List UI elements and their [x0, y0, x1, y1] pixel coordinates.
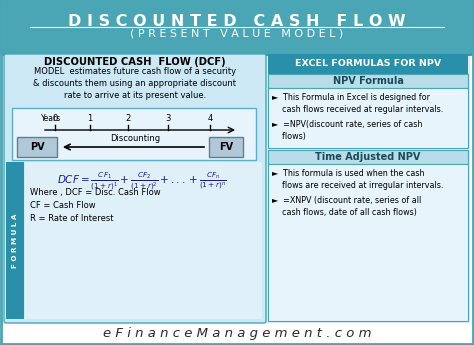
- FancyBboxPatch shape: [12, 108, 256, 160]
- Text: DISCOUNTED CASH  FLOW (DCF): DISCOUNTED CASH FLOW (DCF): [44, 57, 226, 67]
- Text: ( P R E S E N T   V A L U E   M O D E L ): ( P R E S E N T V A L U E M O D E L ): [130, 29, 344, 39]
- FancyBboxPatch shape: [4, 54, 266, 323]
- Text: Years: Years: [41, 114, 61, 123]
- Text: D I S C O U N T E D   C A S H   F L O W: D I S C O U N T E D C A S H F L O W: [68, 14, 406, 29]
- Text: 2: 2: [126, 114, 131, 123]
- Text: Discounting: Discounting: [110, 134, 160, 143]
- FancyBboxPatch shape: [268, 54, 468, 74]
- FancyBboxPatch shape: [4, 56, 470, 323]
- Text: ►  This Formula in Excel is designed for
    cash flows received at regular inte: ► This Formula in Excel is designed for …: [272, 93, 443, 114]
- Text: EXCEL FORMULAS FOR NPV: EXCEL FORMULAS FOR NPV: [295, 59, 441, 69]
- Text: FV: FV: [219, 142, 233, 152]
- Text: $DCF = \frac{CF_1}{(1+r)^1} + \frac{CF_2}{(1+r)^2} + ... + \frac{CF_n}{(1+r)^n}$: $DCF = \frac{CF_1}{(1+r)^1} + \frac{CF_2…: [57, 170, 227, 193]
- Text: NPV Formula: NPV Formula: [333, 76, 403, 86]
- Text: MODEL  estimates future cash flow of a security
& discounts them using an approp: MODEL estimates future cash flow of a se…: [34, 67, 237, 100]
- Text: F O R M U L A: F O R M U L A: [12, 213, 18, 268]
- Text: PV: PV: [30, 142, 44, 152]
- FancyBboxPatch shape: [268, 74, 468, 88]
- FancyBboxPatch shape: [268, 164, 468, 321]
- FancyBboxPatch shape: [17, 137, 57, 157]
- Text: 0: 0: [52, 114, 58, 123]
- FancyBboxPatch shape: [6, 162, 24, 319]
- Text: Where , DCF = Disc. Cash Flow
CF = Cash Flow
R = Rate of Interest: Where , DCF = Disc. Cash Flow CF = Cash …: [30, 188, 161, 224]
- FancyBboxPatch shape: [268, 88, 468, 148]
- Text: Time Adjusted NPV: Time Adjusted NPV: [315, 152, 421, 162]
- Text: 1: 1: [87, 114, 92, 123]
- Text: e F i n a n c e M a n a g e m e n t . c o m: e F i n a n c e M a n a g e m e n t . c …: [103, 327, 371, 341]
- FancyBboxPatch shape: [25, 162, 262, 319]
- Text: ►  =NPV(discount rate, series of cash
    flows): ► =NPV(discount rate, series of cash flo…: [272, 120, 422, 141]
- Text: 4: 4: [207, 114, 213, 123]
- Text: 3: 3: [165, 114, 171, 123]
- FancyBboxPatch shape: [209, 137, 243, 157]
- FancyBboxPatch shape: [1, 0, 473, 55]
- Text: ►  =XNPV (discount rate, series of all
    cash flows, date of all cash flows): ► =XNPV (discount rate, series of all ca…: [272, 196, 421, 217]
- Bar: [0, 323, 474, 345]
- Text: ►  This formula is used when the cash
    flows are received at irregular interv: ► This formula is used when the cash flo…: [272, 169, 443, 190]
- FancyBboxPatch shape: [268, 150, 468, 164]
